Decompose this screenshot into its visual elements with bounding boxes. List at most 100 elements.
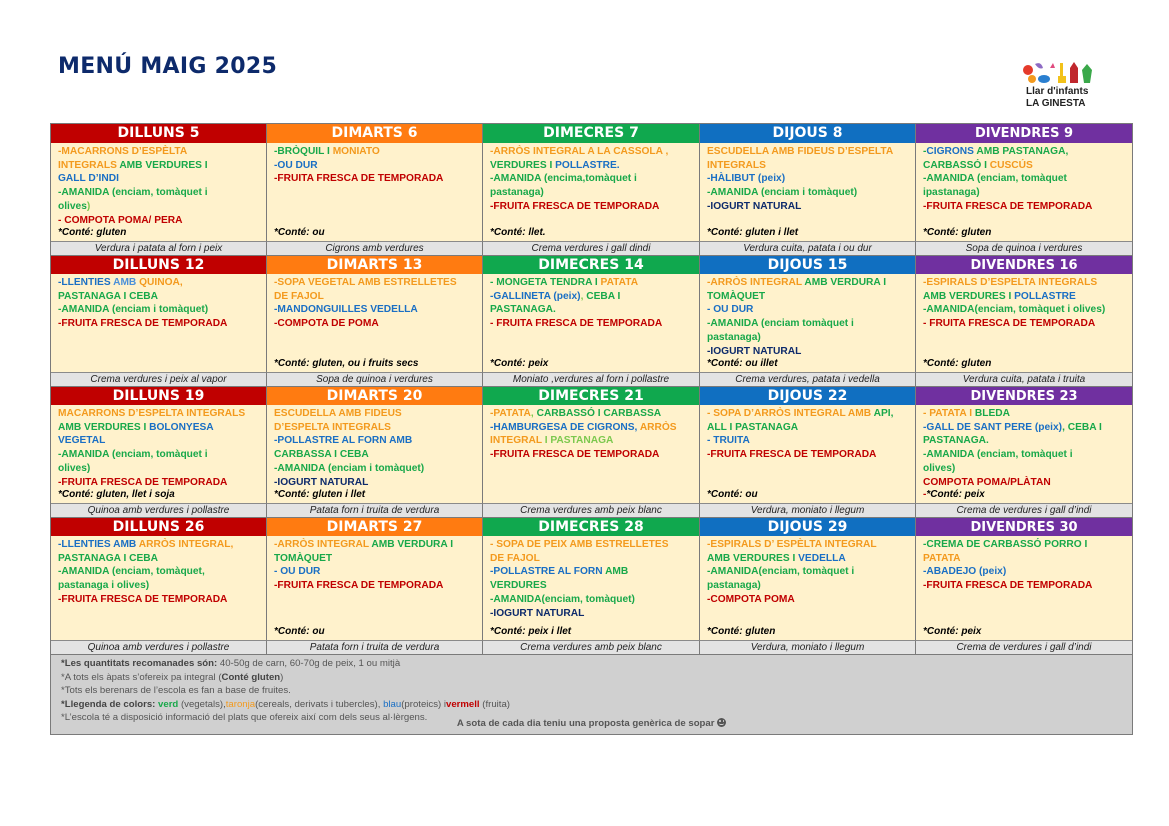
menu-line: -FRUITA FRESCA DE TEMPORADA	[923, 579, 1126, 593]
menu-text: PASTANAGA.	[923, 435, 989, 447]
menu-text: -LLENTIES	[58, 277, 114, 288]
menu-text: -AMANIDA (enciam i tomàquet)	[707, 187, 858, 199]
menu-line: -POLLASTRE AL FORN AMB	[274, 434, 476, 448]
menu-text: I PASTANAGA	[544, 435, 614, 447]
day-menu-dimarts: -SOPA VEGETAL AMB ESTRELLETES DE FAJOL -MA…	[267, 274, 483, 372]
allergens-note: *Conté: ou	[274, 226, 325, 240]
menu-text: pastanaga i olives)	[58, 580, 150, 592]
footer-text: A sota de cada dia teniu una proposta ge…	[456, 718, 715, 730]
menu-text: -ARRÒS INTEGRAL A LA CASSOLA ,	[490, 146, 669, 157]
allergens-text: *Conté: ou	[274, 227, 325, 239]
day-header-divendres: DIVENDRES 30	[916, 517, 1132, 536]
logo-animals-icon	[1023, 62, 1092, 83]
allergens-text: *Conté: gluten	[923, 227, 992, 239]
menu-text: -CREMA DE CARBASSÓ PORRO I	[923, 539, 1088, 550]
allergens-note: *Conté: gluten	[923, 357, 991, 371]
day-menu-dimecres: - SOPA DE PEIX AMB ESTRELLETES DE FAJOL -P…	[483, 536, 700, 640]
menu-text: PASTANAGA I CEBA	[58, 290, 158, 302]
menu-text: DE FAJOL	[274, 290, 324, 302]
menu-text: AMB VERDURA I	[371, 539, 454, 550]
dinner-suggestion: Crema verdures i gall dindi	[483, 241, 700, 255]
menu-text: -HAMBURGESA DE CIGRONS,	[490, 421, 640, 433]
menu-line: -MANDONGUILLES VEDELLA	[274, 303, 476, 317]
dinner-suggestion: Verdura, moniato i llegum	[700, 640, 916, 654]
menu-text: AMB VERDURES I	[707, 552, 799, 564]
menu-line: -IOGURT NATURAL	[490, 607, 693, 621]
menu-text: -AMANIDA(enciam, tomàquet i	[707, 566, 855, 578]
allergens-text: *Conté: gluten, ou i fruits secs	[274, 358, 419, 370]
allergens-note: *Conté: peix	[923, 625, 981, 639]
menu-text: ESCUDELLA AMB FIDEUS D’ESPELTA	[707, 146, 894, 157]
allergens-text: *Conté: ou	[707, 489, 758, 501]
menu-line: - MONGETA TENDRA I PATATA	[490, 276, 693, 290]
menu-line: -AMANIDA(enciam, tomàquet i	[707, 565, 909, 579]
legend-red: vermell	[446, 698, 480, 710]
menu-line: - PATATA I BLEDA	[923, 407, 1126, 421]
menu-line: VERDURES I POLLASTRE.	[490, 159, 693, 173]
day-header-dimarts: DIMARTS 6	[267, 124, 483, 143]
menu-line: -ABADEJO (peix)	[923, 565, 1126, 579]
menu-text: - SOPA D’ARRÒS INTEGRAL AMB	[707, 408, 874, 419]
menu-line: -OU DUR	[274, 159, 476, 173]
menu-line: olives)	[923, 462, 1126, 476]
menu-text: BOLONYESA	[149, 421, 214, 433]
allergens-note: *Conté: gluten, ou i fruits secs	[274, 357, 418, 371]
menu-line: TOMÀQUET	[274, 552, 476, 566]
menu-text: pastanaga)	[707, 580, 761, 592]
menu-line: INTEGRALS	[707, 159, 909, 173]
menu-line: DE FAJOL	[274, 290, 476, 304]
menu-text: -ESPIRALS D’ ESPÈLTA INTEGRAL	[707, 539, 877, 550]
menu-text: -IOGURT NATURAL	[274, 476, 369, 488]
menu-line: CARBASSÓ I CUSCÚS	[923, 159, 1126, 173]
menu-line: - TRUITA	[707, 434, 909, 448]
menu-line: - SOPA DE PEIX AMB ESTRELLETES	[490, 538, 693, 552]
menu-text: -FRUITA FRESCA DE TEMPORADA	[923, 200, 1093, 212]
menu-text: MACARRONS D’ESPELTA INTEGRALS	[58, 408, 246, 419]
menu-text: DE FAJOL	[490, 552, 540, 564]
menu-line: TOMÀQUET	[707, 290, 909, 304]
allergens-note: *Conté: gluten i llet	[274, 488, 365, 502]
menu-line: AMB VERDURES I POLLASTRE	[923, 290, 1126, 304]
menu-text: ,	[580, 290, 587, 302]
day-header-dimarts: DIMARTS 27	[267, 517, 483, 536]
menu-text: -POLLASTRE AL FORN	[490, 566, 606, 578]
menu-text: ,	[530, 408, 537, 419]
logo: Llar d'infants LA GINESTA	[1020, 60, 1110, 114]
menu-line: -FRUITA FRESCA DE TEMPORADA	[58, 317, 260, 331]
menu-line: INTEGRALS AMB VERDURES I	[58, 159, 260, 173]
note-bread-gluten: Conté gluten	[221, 671, 281, 683]
day-header-divendres: DIVENDRES 9	[916, 124, 1132, 143]
menu-text: MONIATO	[332, 146, 380, 157]
dinner-suggestion: Verdura cuita, patata i ou dur	[700, 241, 916, 255]
allergens-note: *Conté: ou illet	[707, 357, 778, 371]
menu-text: -MANDONGUILLES VEDELLA	[274, 304, 418, 316]
menu-text: PATATA	[600, 277, 639, 288]
allergens-text: *Conté: gluten i llet	[274, 489, 366, 501]
menu-text: -AMANIDA(enciam, tomàquet)	[490, 593, 635, 605]
menu-text: POLLASTRE.	[555, 159, 620, 171]
menu-line: -ESPIRALS D’ESPELTA INTEGRALS	[923, 276, 1126, 290]
menu-text: GALL D’INDI	[58, 173, 119, 185]
menu-text: PASTANAGA I CEBA	[58, 552, 158, 564]
day-header-dimarts: DIMARTS 13	[267, 255, 483, 274]
menu-text: -AMANIDA (enciam, tomàquet	[923, 173, 1067, 185]
day-header-dilluns: DILLUNS 5	[51, 124, 267, 143]
menu-text: -FRUITA FRESCA DE TEMPORADA	[490, 449, 660, 461]
menu-line: -CIGRONS AMB PASTANAGA,	[923, 145, 1126, 159]
menu-text: VEDELLA	[798, 552, 846, 564]
menu-line: olives)	[58, 462, 260, 476]
notes-section: *Les quantitats recomanades són: 40-50g …	[51, 654, 1132, 734]
dinner-suggestion: Sopa de quinoa i verdures	[916, 241, 1132, 255]
dinner-suggestion: Crema verdures i peix al vapor	[51, 372, 267, 386]
menu-text: AMB VERDURES I	[58, 421, 150, 433]
menu-line: MACARRONS D’ESPELTA INTEGRALS	[58, 407, 260, 421]
legend-blue: blau	[383, 698, 402, 710]
menu-line: -ESPIRALS D’ ESPÈLTA INTEGRAL	[707, 538, 909, 552]
allergens-note: *Conté: gluten	[58, 226, 126, 240]
menu-text: -AMANIDA (enciam, tomàquet i	[58, 187, 208, 199]
menu-line: -CREMA DE CARBASSÓ PORRO I	[923, 538, 1126, 552]
menu-line: -AMANIDA (encima,tomàquet i	[490, 172, 693, 186]
menu-line: -AMANIDA (enciam i tomàquet)	[274, 462, 476, 476]
allergens-note: -*Conté: peix	[923, 488, 985, 502]
menu-text: -POLLASTRE AL FORN AMB	[274, 435, 413, 447]
